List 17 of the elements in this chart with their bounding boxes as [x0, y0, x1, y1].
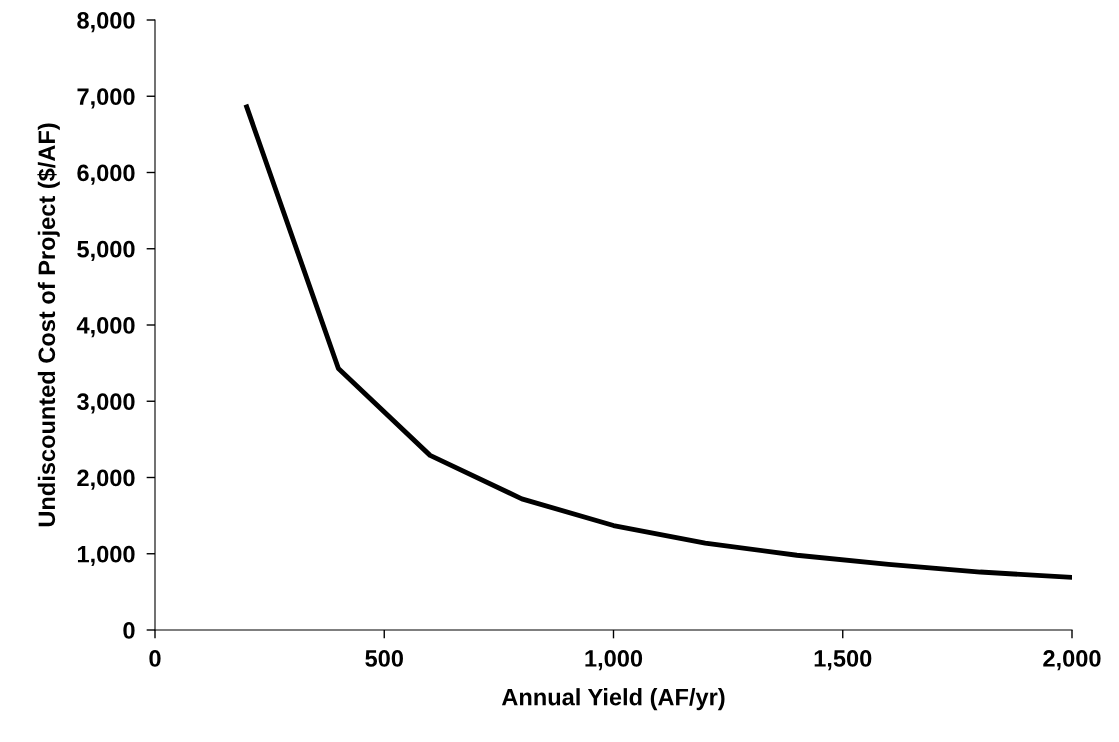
- y-tick-label: 1,000: [77, 545, 135, 566]
- y-tick-label: 3,000: [77, 393, 135, 414]
- x-tick-label: 1,500: [814, 650, 872, 671]
- x-axis-title: Annual Yield (AF/yr): [501, 688, 725, 711]
- y-tick-label: 7,000: [77, 88, 135, 109]
- y-tick-label: 5,000: [77, 240, 135, 261]
- line-series: [244, 104, 1072, 580]
- x-tick-label: 2,000: [1043, 650, 1101, 671]
- x-tick-label: 500: [365, 650, 403, 667]
- y-tick-label: 0: [123, 622, 135, 639]
- y-tick-label: 4,000: [76, 317, 135, 338]
- x-tick-label: 0: [149, 650, 161, 667]
- y-tick-label: 8,000: [77, 12, 135, 33]
- x-tick-label: 1,000: [585, 650, 643, 671]
- y-tick-label: 2,000: [77, 469, 135, 490]
- y-tick-label: 6,000: [77, 164, 135, 185]
- y-axis-title: Undiscounted Cost of Project ($/AF): [37, 123, 60, 527]
